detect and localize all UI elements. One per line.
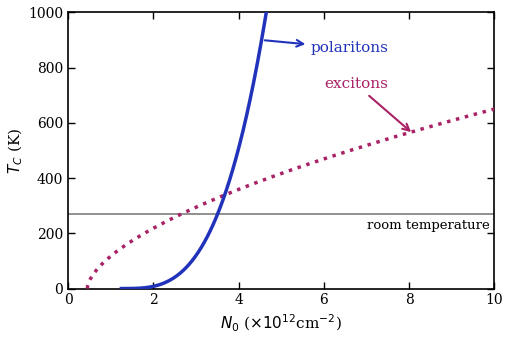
Text: polaritons: polaritons [264,40,388,55]
X-axis label: $N_0$ ($\times10^{12}$cm$^{-2}$): $N_0$ ($\times10^{12}$cm$^{-2}$) [220,313,342,334]
Text: excitons: excitons [323,77,409,131]
Text: room temperature: room temperature [366,219,489,232]
Y-axis label: $T_C$ (K): $T_C$ (K) [7,128,25,174]
